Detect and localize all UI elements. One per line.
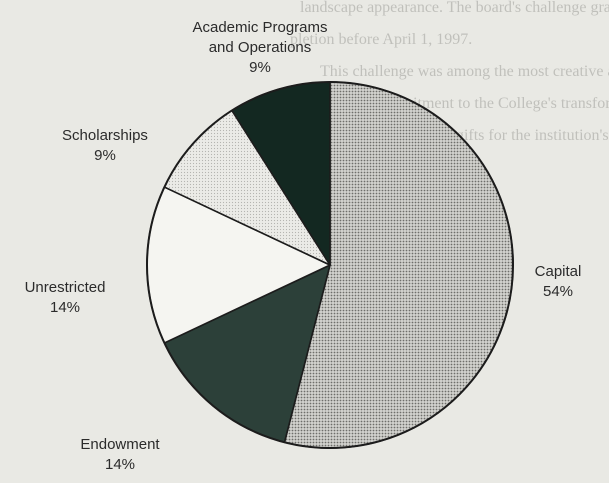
slice-name-academic-programs: Academic Programs and Operations bbox=[150, 18, 370, 58]
slice-label-capital: Capital 54% bbox=[508, 262, 608, 302]
slice-label-unrestricted: Unrestricted 14% bbox=[0, 278, 130, 318]
slice-percent-unrestricted: 14% bbox=[49, 299, 81, 316]
bleed-through-line: This challenge was among the most creati… bbox=[320, 63, 609, 80]
slice-percent-capital: 54% bbox=[542, 283, 574, 300]
bleed-through-line: landscape appearance. The board's challe… bbox=[300, 0, 609, 16]
slice-percent-scholarships: 9% bbox=[94, 147, 116, 164]
slice-percent-academic-programs: 9% bbox=[249, 59, 271, 76]
slice-name-unrestricted: Unrestricted bbox=[24, 279, 106, 296]
slice-label-endowment: Endowment 14% bbox=[50, 435, 190, 475]
slice-label-scholarships: Scholarships 9% bbox=[40, 126, 170, 166]
pie-outline bbox=[146, 81, 514, 449]
slice-name-endowment: Endowment bbox=[80, 436, 160, 453]
slice-name-line: and Operations bbox=[208, 39, 312, 56]
slice-name-scholarships: Scholarships bbox=[62, 127, 148, 144]
slice-name-capital: Capital bbox=[534, 263, 582, 280]
bleed-through-line: pletion before April 1, 1997. bbox=[290, 31, 472, 48]
pie-slices bbox=[146, 81, 514, 449]
slice-label-academic-programs: Academic Programs and Operations 9% bbox=[150, 18, 370, 78]
slice-percent-endowment: 14% bbox=[104, 456, 136, 473]
slice-name-line: Academic Programs bbox=[192, 19, 328, 36]
